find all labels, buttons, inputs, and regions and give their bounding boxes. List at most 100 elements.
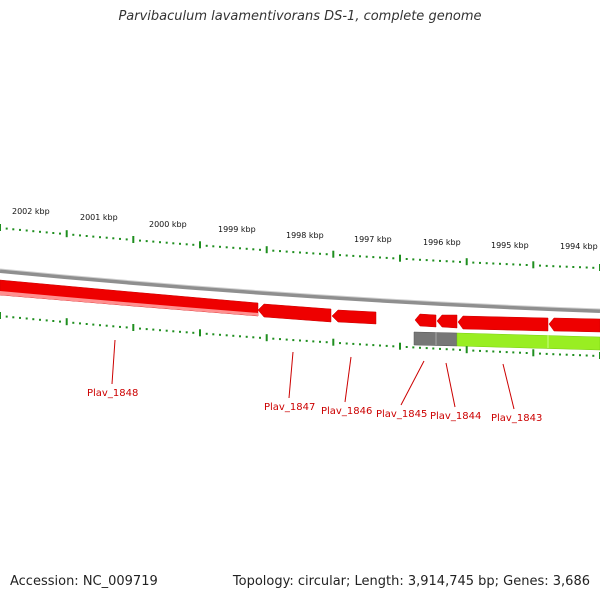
outer-scale-tick: [59, 232, 61, 235]
inner-track-genes[interactable]: [413, 331, 600, 351]
inner-scale-tick: [465, 346, 468, 354]
outer-scale-tick: [185, 243, 188, 246]
outer-scale-tick: [485, 262, 488, 265]
inner-scale-tick: [559, 353, 561, 356]
outer-scale-tick: [72, 233, 75, 236]
inner-scale-tick: [419, 346, 421, 349]
outer-scale-tick: [559, 265, 561, 268]
gene-plav-1848-shade: [0, 291, 258, 316]
outer-scale-tick: [552, 265, 555, 268]
outer-scale-tick: [219, 245, 221, 248]
outer-scale-tick: [545, 264, 548, 267]
gene-label-plav-1848[interactable]: Plav_1848: [87, 388, 138, 399]
inner-scale-tick: [352, 342, 355, 345]
inner-scale-tick: [519, 351, 521, 354]
reverse-strand-genes[interactable]: [0, 279, 600, 333]
outer-scale-tick: [5, 227, 8, 230]
inner-scale-tick: [512, 351, 515, 354]
kbp-label: 2002 kbp: [12, 207, 50, 216]
outer-scale-tick: [499, 262, 501, 265]
outer-scale-tick: [105, 236, 108, 239]
inner-scale-tick: [552, 353, 555, 356]
rna-gene-block[interactable]: [456, 332, 600, 351]
outer-scale-tick: [85, 235, 88, 237]
outer-scale-tick: [25, 229, 28, 232]
inner-scale-tick: [232, 334, 235, 337]
inner-scale-tick: [112, 325, 115, 328]
outer-scale-tick: [339, 254, 341, 257]
inner-scale-tick: [52, 320, 55, 322]
gene-plav-1845[interactable]: [414, 313, 437, 328]
outer-scale-tick: [225, 246, 228, 249]
gene-next-partial[interactable]: [548, 317, 600, 333]
kbp-label: 1997 kbp: [354, 235, 392, 244]
outer-scale-tick: [272, 249, 275, 252]
gene-plav-1847[interactable]: [257, 303, 332, 323]
outer-scale-tick: [52, 232, 55, 234]
inner-scale-tick: [445, 348, 448, 351]
outer-scale-tick: [399, 254, 401, 262]
gene-label-plav-1845[interactable]: Plav_1845: [376, 409, 427, 420]
outer-scale-tick: [565, 265, 568, 268]
inner-scale-tick: [99, 324, 101, 327]
inner-scale-tick: [392, 345, 395, 348]
outer-scale-tick: [65, 230, 68, 238]
gene-label-plav-1846[interactable]: Plav_1846: [321, 406, 372, 417]
inner-scale-tick: [479, 349, 481, 352]
kbp-label: 1994 kbp: [560, 242, 598, 251]
inner-scale-tick: [325, 341, 328, 344]
outer-scale-tick: [465, 258, 468, 266]
inner-scale-tick: [5, 315, 8, 318]
outer-scale-tick: [459, 260, 461, 263]
inner-scale-tick: [105, 324, 108, 327]
outer-scale-tick: [379, 256, 381, 259]
outer-scale-tick: [365, 255, 368, 258]
gene-label-plav-1844[interactable]: Plav_1844: [430, 411, 481, 422]
outer-scale-tick: [259, 248, 261, 251]
outer-scale-tick: [192, 243, 195, 246]
inner-scale-tick: [225, 334, 228, 337]
gene-label-plav-1843[interactable]: Plav_1843: [491, 413, 542, 424]
inner-scale-tick: [239, 335, 241, 338]
gene-plav-1844[interactable]: [436, 314, 458, 329]
gene-callout-lines: [111, 339, 515, 410]
gene-plav-1843[interactable]: [457, 315, 549, 332]
inner-scale-tick: [245, 335, 248, 338]
kbp-label: 2000 kbp: [149, 220, 187, 229]
outer-scale-tick: [412, 258, 415, 261]
outer-scale-tick: [0, 224, 1, 231]
outer-scale-tick: [132, 236, 135, 243]
outer-scale-tick: [439, 259, 441, 262]
inner-scale-tick: [399, 342, 401, 350]
outer-scale-tick: [505, 263, 508, 266]
inner-scale-tick: [79, 322, 81, 325]
gene-plav-1846[interactable]: [331, 309, 377, 325]
inner-scale-tick: [472, 349, 475, 352]
inner-scale-tick: [379, 344, 381, 347]
outer-scale-tick: [19, 228, 21, 231]
inner-scale-tick: [359, 343, 361, 346]
outer-scale-tick: [512, 263, 515, 266]
inner-scale-tick: [205, 332, 208, 335]
outer-scale-tick: [372, 256, 375, 259]
inner-scale-tick: [579, 354, 581, 357]
inner-scale-tick: [92, 323, 95, 326]
inner-scale-tick: [299, 339, 301, 342]
genome-backbone-arc: [0, 269, 600, 313]
gene-label-plav-1847[interactable]: Plav_1847: [264, 402, 315, 413]
inner-scale-tick: [65, 318, 68, 326]
outer-scale-tick: [139, 239, 141, 242]
inner-scale-tick: [265, 334, 268, 342]
outer-scale-tick: [285, 250, 288, 253]
outer-scale-tick: [152, 240, 155, 243]
outer-scale-tick: [119, 237, 121, 240]
inner-scale-tick: [439, 347, 441, 350]
inner-scale-tick: [545, 352, 548, 355]
inner-scale-tick: [279, 338, 281, 341]
inner-scale-tick: [59, 320, 61, 323]
gene-labels[interactable]: Plav_1848 Plav_1847 Plav_1846 Plav_1845 …: [87, 388, 542, 424]
outer-scale-tick: [352, 254, 355, 257]
outer-scale-tick: [359, 255, 361, 258]
